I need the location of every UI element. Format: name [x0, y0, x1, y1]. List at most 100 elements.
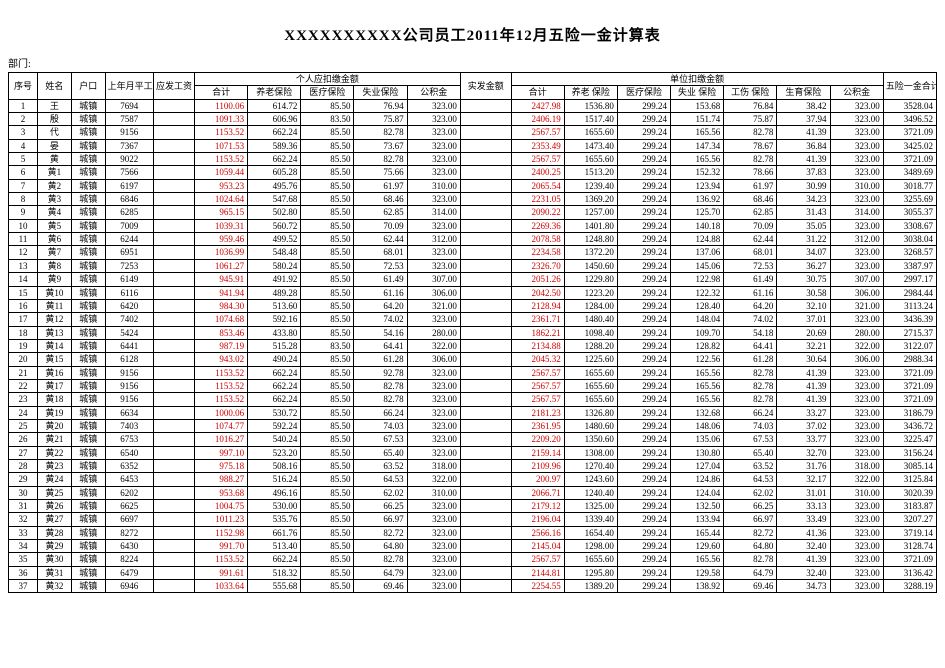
cell-p_gjj: 323.00 — [407, 313, 460, 326]
cell-p_sy: 65.40 — [354, 446, 407, 459]
cell-c_sum: 2065.54 — [511, 179, 564, 192]
cell-c_sy: 165.56 — [671, 126, 724, 139]
cell-name: 代 — [37, 126, 71, 139]
cell-i: 32 — [9, 513, 38, 526]
cell-c_sh: 32.40 — [777, 540, 830, 553]
cell-c_sh: 33.13 — [777, 500, 830, 513]
cell-p_med: 85.50 — [301, 299, 354, 312]
table-row: 3代城镇91561153.52662.2485.5082.78323.00256… — [9, 126, 937, 139]
cell-c_gjj: 323.00 — [830, 193, 883, 206]
cell-sal — [153, 166, 194, 179]
cell-hk: 城镇 — [71, 259, 105, 272]
cell-p_sy: 73.67 — [354, 139, 407, 152]
cell-c_med: 299.24 — [617, 179, 670, 192]
cell-p_gjj: 323.00 — [407, 139, 460, 152]
cell-c_yl: 1339.40 — [564, 513, 617, 526]
cell-p_gjj: 323.00 — [407, 540, 460, 553]
cell-act — [460, 179, 511, 192]
table-row: 24黄19城镇66341000.06530.7285.5066.24323.00… — [9, 406, 937, 419]
cell-p_med: 85.50 — [301, 126, 354, 139]
table-row: 22黄17城镇91561153.52662.2485.5082.78323.00… — [9, 379, 937, 392]
cell-act — [460, 299, 511, 312]
cell-i: 1 — [9, 99, 38, 112]
cell-hk: 城镇 — [71, 313, 105, 326]
cell-p_sy: 62.85 — [354, 206, 407, 219]
cell-c_med: 299.24 — [617, 219, 670, 232]
cell-p_sum: 1153.52 — [195, 553, 248, 566]
cell-p_med: 85.50 — [301, 206, 354, 219]
cell-p_gjj: 323.00 — [407, 126, 460, 139]
cell-c_sh: 37.83 — [777, 166, 830, 179]
cell-base: 7253 — [105, 259, 153, 272]
cell-c_yl: 1098.40 — [564, 326, 617, 339]
cell-p_med: 85.50 — [301, 553, 354, 566]
cell-c_med: 299.24 — [617, 233, 670, 246]
cell-c_med: 299.24 — [617, 553, 670, 566]
cell-base: 7009 — [105, 219, 153, 232]
cell-c_gjj: 306.00 — [830, 353, 883, 366]
cell-tot: 3122.07 — [883, 339, 936, 352]
cell-hk: 城镇 — [71, 153, 105, 166]
cell-c_sum: 2567.57 — [511, 153, 564, 166]
cell-p_med: 85.50 — [301, 526, 354, 539]
cell-p_sy: 66.24 — [354, 406, 407, 419]
cell-c_sum: 2567.57 — [511, 379, 564, 392]
cell-p_yl: 662.24 — [248, 393, 301, 406]
table-header: 序号 — [9, 73, 38, 100]
cell-sal — [153, 393, 194, 406]
cell-p_sum: 1074.68 — [195, 313, 248, 326]
cell-p_sum: 1100.06 — [195, 99, 248, 112]
cell-c_gs: 82.78 — [724, 126, 777, 139]
cell-c_sh: 32.17 — [777, 473, 830, 486]
cell-i: 25 — [9, 419, 38, 432]
table-header: 户口 — [71, 73, 105, 100]
cell-i: 36 — [9, 566, 38, 579]
cell-c_gs: 62.44 — [724, 233, 777, 246]
cell-act — [460, 339, 511, 352]
cell-p_yl: 662.24 — [248, 366, 301, 379]
cell-p_sy: 82.72 — [354, 526, 407, 539]
cell-p_gjj: 323.00 — [407, 526, 460, 539]
cell-c_sh: 36.27 — [777, 259, 830, 272]
cell-c_med: 299.24 — [617, 500, 670, 513]
cell-p_sum: 1011.23 — [195, 513, 248, 526]
cell-base: 6453 — [105, 473, 153, 486]
cell-p_med: 85.50 — [301, 580, 354, 593]
cell-i: 12 — [9, 246, 38, 259]
cell-hk: 城镇 — [71, 553, 105, 566]
cell-c_sum: 2042.50 — [511, 286, 564, 299]
cell-sal — [153, 406, 194, 419]
cell-c_sy: 127.04 — [671, 459, 724, 472]
cell-p_sum: 1039.31 — [195, 219, 248, 232]
cell-c_sy: 128.82 — [671, 339, 724, 352]
cell-c_gjj: 323.00 — [830, 566, 883, 579]
cell-p_yl: 535.76 — [248, 513, 301, 526]
cell-c_yl: 1517.40 — [564, 113, 617, 126]
cell-p_med: 85.50 — [301, 500, 354, 513]
cell-p_med: 85.50 — [301, 353, 354, 366]
cell-sal — [153, 126, 194, 139]
cell-c_gs: 66.25 — [724, 500, 777, 513]
cell-c_sy: 165.56 — [671, 366, 724, 379]
cell-hk: 城镇 — [71, 286, 105, 299]
cell-p_med: 85.50 — [301, 379, 354, 392]
cell-p_gjj: 323.00 — [407, 113, 460, 126]
cell-c_sh: 30.75 — [777, 273, 830, 286]
cell-p_med: 85.50 — [301, 473, 354, 486]
cell-p_yl: 495.76 — [248, 179, 301, 192]
cell-c_gs: 69.46 — [724, 580, 777, 593]
cell-c_sy: 128.40 — [671, 299, 724, 312]
cell-c_sh: 30.64 — [777, 353, 830, 366]
cell-c_yl: 1480.40 — [564, 313, 617, 326]
cell-tot: 2997.17 — [883, 273, 936, 286]
cell-c_gs: 68.01 — [724, 246, 777, 259]
cell-name: 黄28 — [37, 526, 71, 539]
cell-i: 8 — [9, 193, 38, 206]
cell-p_sum: 959.46 — [195, 233, 248, 246]
cell-c_sum: 2567.57 — [511, 553, 564, 566]
cell-c_sy: 165.44 — [671, 526, 724, 539]
cell-sal — [153, 193, 194, 206]
cell-c_med: 299.24 — [617, 566, 670, 579]
cell-p_yl: 592.16 — [248, 313, 301, 326]
cell-c_gjj: 323.00 — [830, 379, 883, 392]
